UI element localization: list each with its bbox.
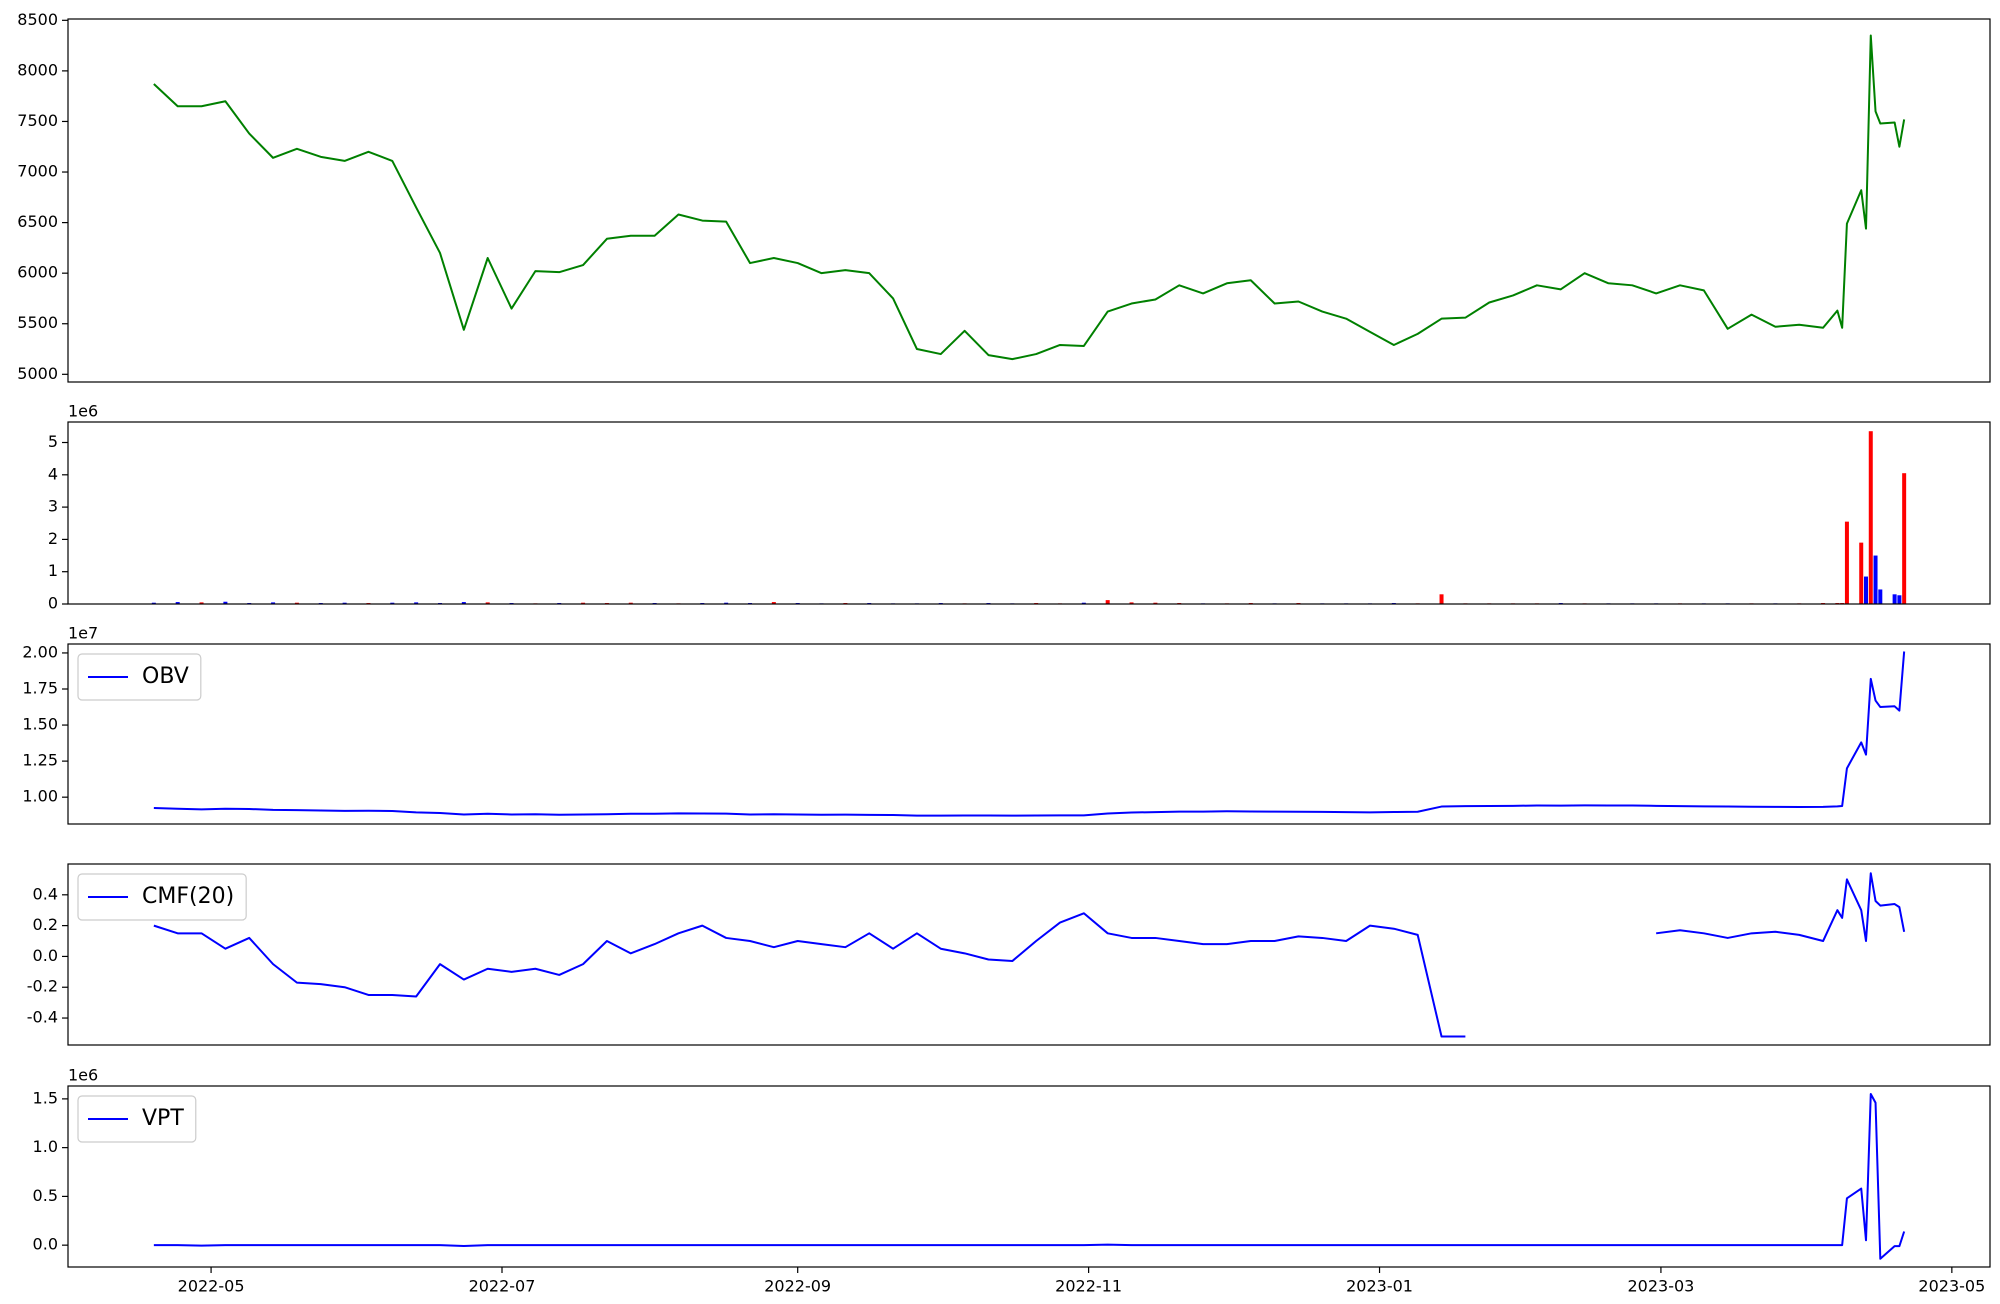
y-tick-label: 0.5 [33, 1186, 58, 1205]
legend-label: CMF(20) [142, 884, 234, 909]
volume-bar [151, 602, 156, 604]
volume-bar [1878, 589, 1883, 604]
y-tick-label: 1.00 [22, 787, 58, 806]
legend-box [77, 1095, 197, 1143]
volume-bar [771, 602, 776, 604]
volume-bar [199, 602, 204, 604]
y-tick-label: 2.00 [22, 642, 58, 661]
data-line [153, 872, 1906, 1038]
volume-bar [1129, 602, 1134, 604]
volume-bar [1902, 473, 1907, 604]
y-tick-label: 1.0 [33, 1137, 58, 1156]
volume-bar [1105, 600, 1110, 604]
volume-bar [175, 602, 180, 604]
data-line [153, 34, 1906, 361]
y-tick-label: 5 [48, 432, 58, 451]
data-line [153, 1093, 1906, 1260]
y-tick-label: 8500 [17, 10, 58, 29]
volume-bar [1844, 521, 1849, 604]
y-tick-label: 0.0 [33, 946, 58, 965]
volume-bar [724, 602, 729, 604]
volume-bar [1859, 542, 1864, 604]
axes-frame [67, 1085, 1991, 1268]
legend-label: VPT [142, 1106, 184, 1131]
volume-bar [1897, 595, 1902, 604]
volume-bar [1892, 594, 1897, 604]
y-tick-label: 0 [48, 594, 58, 613]
legend: VPT [77, 1095, 197, 1143]
volume-bar [223, 601, 228, 604]
y-tick-label: 7500 [17, 111, 58, 130]
volume-bar [294, 602, 299, 604]
volume-bar [628, 602, 633, 604]
x-tick-label: 2022-11 [1055, 1277, 1122, 1296]
y-tick-label: 1.5 [33, 1088, 58, 1107]
volume-bar [1864, 576, 1868, 604]
x-tick-label: 2022-09 [764, 1277, 831, 1296]
volume-bar [342, 602, 347, 604]
y-tick-label: 8000 [17, 60, 58, 79]
y-tick-label: 0.4 [33, 884, 58, 903]
y-tick-label: 0.0 [33, 1235, 58, 1254]
volume-bar [271, 602, 276, 604]
y-tick-label: 1 [48, 561, 58, 580]
y-offset-label: 1e6 [68, 1066, 98, 1085]
volume-bar [1868, 431, 1873, 604]
volume-bar [1873, 555, 1878, 604]
x-tick-label: 2023-01 [1346, 1277, 1413, 1296]
y-tick-label: 5000 [17, 364, 58, 383]
y-tick-label: -0.2 [27, 977, 58, 996]
data-line [153, 651, 1906, 817]
y-tick-label: 1.25 [22, 751, 58, 770]
axes-frame [67, 18, 1991, 383]
volume-bar [1153, 602, 1158, 604]
y-offset-label: 1e7 [68, 624, 98, 643]
legend: CMF(20) [77, 873, 247, 921]
axes-frame [67, 863, 1991, 1046]
y-tick-label: 1.50 [22, 715, 58, 734]
y-tick-label: 4 [48, 464, 58, 483]
y-tick-label: 0.2 [33, 915, 58, 934]
volume-bar [1081, 602, 1086, 604]
axes-frame [67, 643, 1991, 825]
volume-bar [414, 602, 419, 604]
volume-bar [485, 602, 490, 604]
axes-frame [67, 421, 1991, 605]
y-offset-label: 1e6 [68, 402, 98, 421]
legend: OBV [77, 653, 202, 701]
x-tick-label: 2023-03 [1627, 1277, 1694, 1296]
x-tick-label: 2022-05 [178, 1277, 245, 1296]
y-tick-label: 1.75 [22, 679, 58, 698]
y-tick-label: 6500 [17, 212, 58, 231]
legend-label: OBV [142, 664, 189, 689]
volume-bar [581, 602, 586, 604]
y-tick-label: 7000 [17, 162, 58, 181]
y-tick-label: -0.4 [27, 1008, 58, 1027]
legend-box [77, 653, 202, 701]
volume-bar [1439, 594, 1444, 604]
y-tick-label: 3 [48, 497, 58, 516]
volume-bar [390, 602, 395, 604]
y-tick-label: 6000 [17, 263, 58, 282]
y-tick-label: 5500 [17, 313, 58, 332]
volume-bar [461, 602, 466, 604]
legend-box [77, 873, 247, 921]
x-tick-label: 2022-07 [469, 1277, 536, 1296]
x-tick-label: 2023-05 [1918, 1277, 1985, 1296]
y-tick-label: 2 [48, 529, 58, 548]
